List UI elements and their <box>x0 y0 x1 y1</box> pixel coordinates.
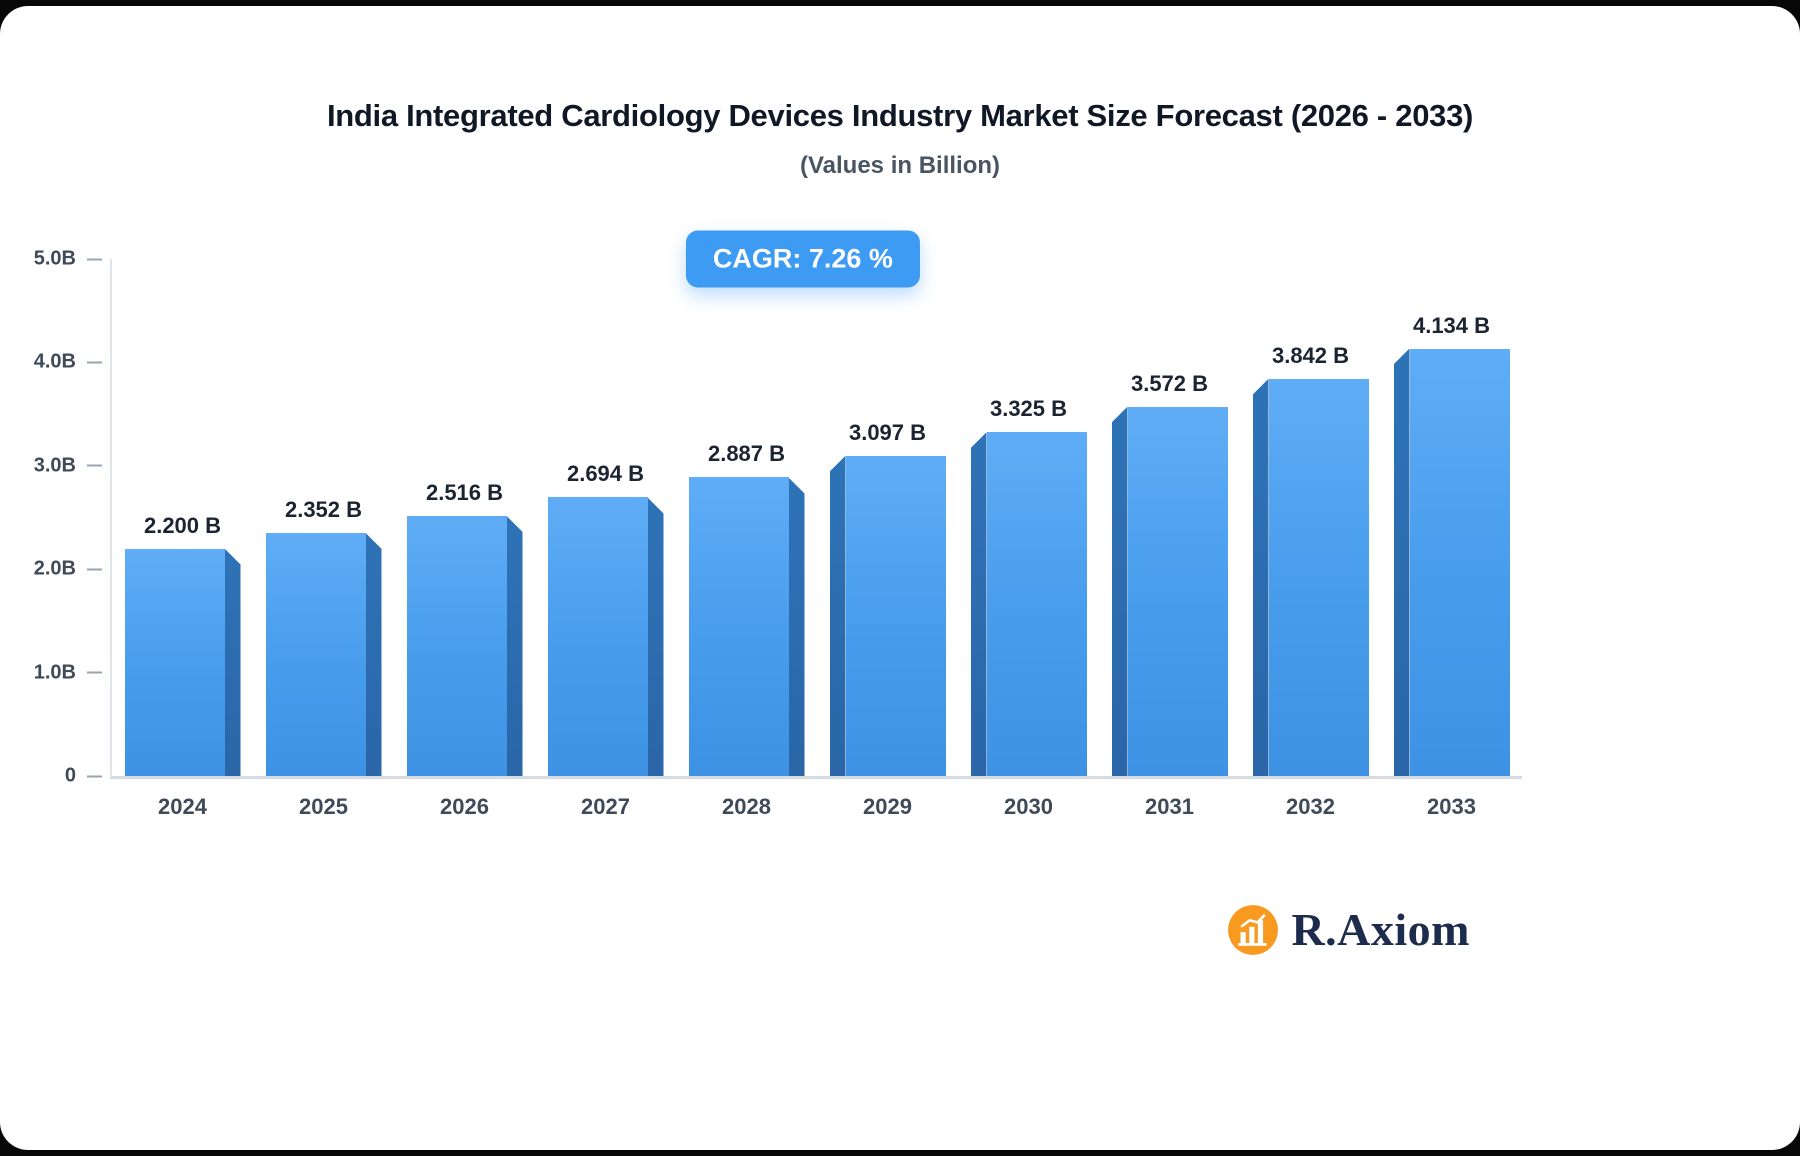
y-tick-label: 5.0B <box>33 247 76 270</box>
bar-2026 <box>406 515 523 776</box>
y-tick-mark <box>87 775 102 777</box>
y-tick: 5.0B <box>32 248 112 271</box>
bar-2027 <box>547 497 664 776</box>
chart-title: India Integrated Cardiology Devices Indu… <box>326 98 1474 133</box>
bar-value-label: 4.134 B <box>1412 312 1491 338</box>
bar-2028 <box>688 477 805 776</box>
x-tick-label: 2027 <box>581 794 630 819</box>
y-tick-mark <box>87 258 102 260</box>
bar-face <box>547 497 648 776</box>
bar-value-label: 2.516 B <box>425 479 504 505</box>
bar-2032 <box>1252 378 1369 776</box>
bar-value-label: 2.694 B <box>566 461 645 487</box>
bar-2031 <box>1111 406 1228 776</box>
y-tick-label: 3.0B <box>33 454 76 477</box>
bar-2033 <box>1393 348 1510 776</box>
bar-value-label: 3.572 B <box>1130 370 1209 396</box>
x-tick-label: 2033 <box>1427 794 1476 819</box>
bar-side <box>1393 348 1410 776</box>
y-tick-mark <box>87 361 102 364</box>
bar-2029 <box>829 455 946 776</box>
bar-group: 3.572 B <box>1099 259 1240 776</box>
x-tick-label: 2026 <box>440 794 489 819</box>
bar-group: 2.516 B <box>394 259 535 776</box>
bar-side <box>1111 406 1128 776</box>
chart-card: India Integrated Cardiology Devices Indu… <box>0 6 1800 1150</box>
bar-side <box>788 477 805 776</box>
bar-value-label: 2.200 B <box>143 512 222 538</box>
bar-side <box>829 455 846 776</box>
x-tick-label: 2032 <box>1286 794 1335 819</box>
y-tick-label: 2.0B <box>33 557 76 580</box>
bar-group: 2.352 B <box>253 259 394 776</box>
bar-side <box>506 515 523 776</box>
y-tick-mark <box>87 671 102 674</box>
logo-bar-chart-icon <box>1228 904 1279 955</box>
bar-group: 2.694 B <box>535 259 676 776</box>
bar-2024 <box>124 548 241 776</box>
y-tick: 0 <box>32 765 112 788</box>
bar-group: 2.200 B <box>112 259 253 776</box>
bar-face <box>1268 378 1369 776</box>
x-tick-label: 2024 <box>158 794 207 819</box>
bar-value-label: 2.352 B <box>284 496 363 522</box>
y-tick-label: 0 <box>64 764 76 787</box>
y-tick: 3.0B <box>32 454 112 477</box>
bar-face <box>265 532 366 776</box>
bar-group: 3.097 B <box>817 259 958 776</box>
bar-face <box>845 455 946 776</box>
bar-group: 3.325 B <box>958 259 1099 776</box>
x-axis: 2024 2025 2026 2027 2028 2029 2030 2031 2032 2033 <box>112 794 1522 820</box>
y-tick-mark <box>87 568 102 571</box>
bar-side <box>647 497 664 776</box>
x-tick-label: 2029 <box>863 794 912 819</box>
y-tick: 4.0B <box>32 351 112 374</box>
y-tick: 2.0B <box>32 558 112 581</box>
bar-face <box>406 515 507 776</box>
cagr-badge: CAGR: 7.26 % <box>685 230 920 288</box>
x-tick-label: 2025 <box>299 794 348 819</box>
bar-face <box>688 477 789 776</box>
bar-2025 <box>265 532 382 776</box>
bar-value-label: 3.325 B <box>989 396 1068 422</box>
bars-container: 2.200 B 2.352 B 2.516 B 2.694 B 2.887 B 3.097… <box>112 259 1522 776</box>
x-tick-label: 2031 <box>1145 794 1194 819</box>
bar-2030 <box>970 432 1087 776</box>
chart-subtitle: (Values in Billion) <box>799 152 1001 179</box>
bar-side <box>365 532 382 776</box>
bar-group: 3.842 B <box>1240 259 1381 776</box>
bar-group: 4.134 B <box>1381 259 1522 776</box>
bar-side <box>970 432 987 776</box>
logo-text: R.Axiom <box>1291 904 1470 955</box>
x-tick-label: 2028 <box>722 794 771 819</box>
bar-value-label: 3.842 B <box>1271 342 1350 368</box>
bar-value-label: 3.097 B <box>848 419 927 445</box>
y-tick: 1.0B <box>32 661 112 684</box>
bar-side <box>1252 378 1269 776</box>
bar-face <box>1127 406 1228 776</box>
bar-face <box>986 432 1087 776</box>
plot-area: CAGR: 7.26 % 5.0B 4.0B 3.0B 2.0B 1.0B 0 2.200… <box>34 230 1522 819</box>
bar-value-label: 2.887 B <box>707 441 786 467</box>
bar-face <box>124 548 225 776</box>
x-tick-label: 2030 <box>1004 794 1053 819</box>
y-tick-label: 4.0B <box>33 350 76 373</box>
bar-group: 2.887 B <box>676 259 817 776</box>
bar-face <box>1409 348 1510 776</box>
y-tick-mark <box>87 464 102 467</box>
logo: R.Axiom <box>1227 903 1470 956</box>
y-tick-label: 1.0B <box>33 661 76 684</box>
bar-side <box>224 548 241 776</box>
